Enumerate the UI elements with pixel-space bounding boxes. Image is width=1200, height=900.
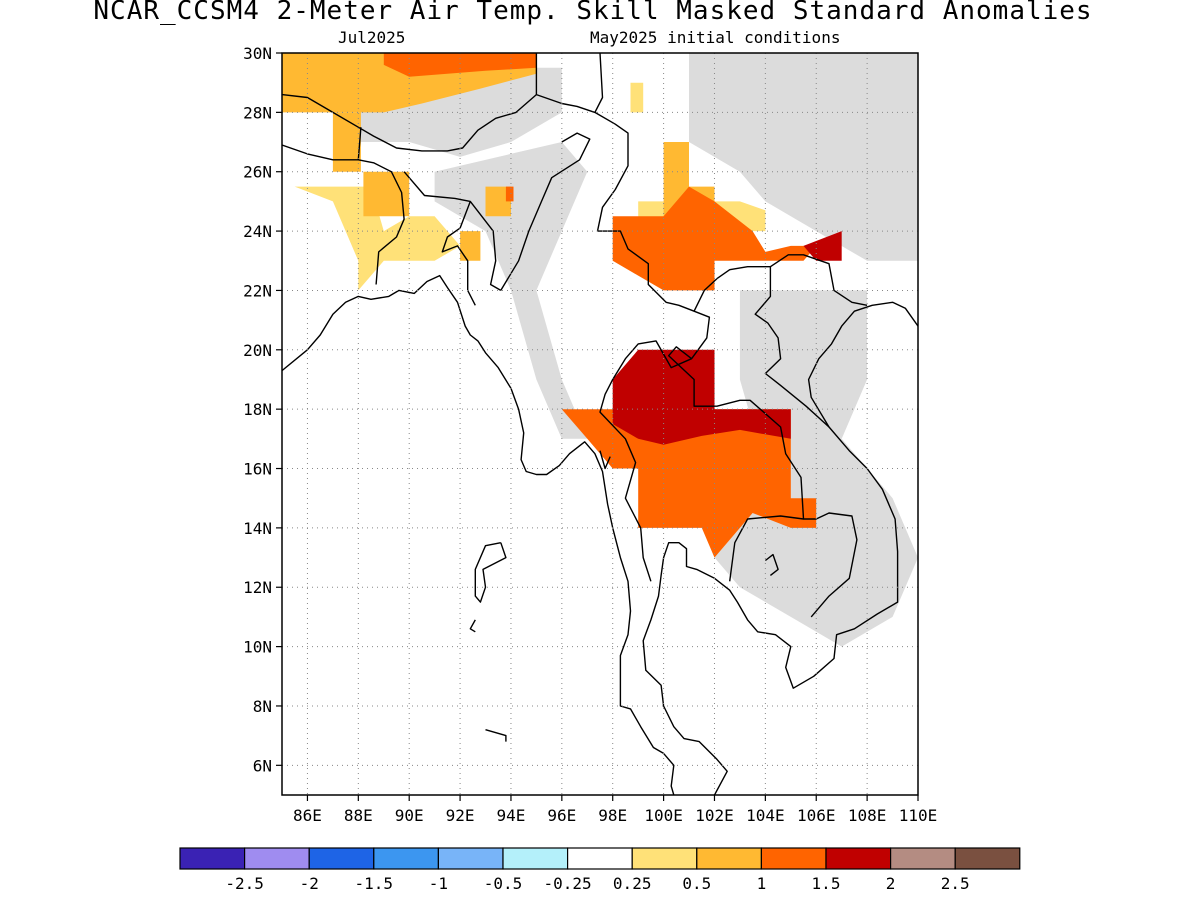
lat-tick-label: 18N <box>243 400 272 419</box>
anomaly-region-bihar-strip <box>363 171 410 217</box>
colorbar-swatch <box>760 847 827 870</box>
colorbar-label: -2.5 <box>225 874 264 893</box>
colorbar-swatch <box>631 847 698 870</box>
lat-tick-label: 10N <box>243 638 272 657</box>
initial-conditions-label: May2025 initial conditions <box>590 28 841 47</box>
lat-tick-label: 8N <box>253 697 272 716</box>
outline-segment <box>764 553 779 576</box>
lat-tick-label: 12N <box>243 578 272 597</box>
colorbar-label: -2 <box>300 874 319 893</box>
outline-segment <box>716 254 868 306</box>
outline-segment <box>282 274 675 795</box>
outline-segment <box>469 200 502 292</box>
anomaly-region-sikkim-bhutan-strip <box>332 112 361 172</box>
anomaly-region-guangxi <box>803 231 842 261</box>
colorbar-swatch <box>696 847 762 870</box>
lat-tick-label: 22N <box>243 281 272 300</box>
outline-segment <box>642 301 918 795</box>
colorbar-swatch <box>954 847 1021 870</box>
lat-tick-label: 30N <box>243 44 272 63</box>
lon-tick-label: 98E <box>598 806 627 825</box>
anomaly-region-northeast-india-west-bengal <box>294 186 461 291</box>
lon-tick-label: 100E <box>644 806 683 825</box>
map-frame <box>281 52 919 796</box>
colorbar-swatch <box>308 847 375 870</box>
colorbar-label: -1 <box>429 874 448 893</box>
anomaly-region-south-china-east <box>689 53 918 261</box>
colorbar-swatch <box>889 847 956 870</box>
colorbar-label: -1.5 <box>355 874 394 893</box>
outline-segment <box>500 132 591 291</box>
colorbar-swatch <box>244 847 310 870</box>
lat-tick-label: 16N <box>243 460 272 479</box>
outline-segment <box>282 144 359 161</box>
lon-tick-label: 90E <box>395 806 424 825</box>
outline-segment <box>357 127 405 285</box>
lat-tick-label: 26N <box>243 163 272 182</box>
lon-tick-label: 92E <box>446 806 475 825</box>
colorbar-label: 0.25 <box>613 874 652 893</box>
anomaly-region-thailand-north <box>612 349 791 445</box>
anomaly-region-assam-patch <box>485 186 511 217</box>
outline-segment <box>594 53 718 312</box>
colorbar-label: 2 <box>886 874 896 893</box>
anomaly-region-tibet-patch <box>630 82 644 113</box>
page-title: NCAR_CCSM4 2-Meter Air Temp. Skill Maske… <box>93 0 1093 26</box>
lon-tick-label: 94E <box>497 806 526 825</box>
colorbar-label: -0.25 <box>544 874 592 893</box>
lon-tick-label: 106E <box>797 806 836 825</box>
colorbar-label: 2.5 <box>941 874 970 893</box>
lon-tick-label: 96E <box>547 806 576 825</box>
outline-segment <box>754 266 830 428</box>
colorbar-swatch <box>566 847 633 870</box>
lon-tick-label: 108E <box>848 806 887 825</box>
outline-segment <box>729 515 804 582</box>
colorbar-label: 1.5 <box>812 874 841 893</box>
colorbar-swatch <box>437 847 504 870</box>
lat-tick-label: 20N <box>243 341 272 360</box>
colorbar-swatch <box>373 847 439 870</box>
lon-tick-label: 88E <box>344 806 373 825</box>
lat-tick-label: 14N <box>243 519 272 538</box>
lon-tick-label: 104E <box>746 806 785 825</box>
anomaly-region-tibet-hatch <box>358 67 562 157</box>
axis-ticks: 30N 28N 26N 24N 22N 20N 18N 16N 14N 12N 10N 8N 6N 86E… <box>243 44 937 825</box>
lon-tick-label: 102E <box>695 806 734 825</box>
outline-segment <box>282 93 359 128</box>
outline-segment <box>599 340 692 582</box>
anomaly-region-tibet-top-strip <box>383 53 537 77</box>
lon-tick-label: 110E <box>899 806 938 825</box>
colorbar-swatch <box>502 847 569 870</box>
valid-month-label: Jul2025 <box>338 28 406 47</box>
anomaly-region-southern-myanmar <box>714 53 766 113</box>
outline-segment <box>403 171 476 306</box>
outline-segment <box>357 94 537 152</box>
map-gridlines <box>282 53 918 795</box>
colorbar-label: -0.5 <box>484 874 523 893</box>
lon-tick-label: 86E <box>293 806 322 825</box>
anomaly-region-assam-small <box>505 186 514 202</box>
lat-tick-label: 6N <box>253 756 272 775</box>
colorbar-label: 1 <box>757 874 767 893</box>
colorbar-legend: -2.5 -2 -1.5 -1 -0.5 -0.25 0.25 0.5 1 1.5 2 2.5 <box>179 847 1021 893</box>
outline-segment <box>474 542 507 603</box>
anomaly-region-myanmar-belt <box>434 142 588 439</box>
lat-tick-label: 28N <box>243 103 272 122</box>
outline-segment <box>599 450 611 470</box>
anomaly-region-tripura-spot <box>460 231 481 261</box>
colorbar-swatch <box>825 847 892 870</box>
outline-segment <box>485 729 507 742</box>
outline-segment <box>469 619 476 633</box>
colorbar-label: 0.5 <box>682 874 711 893</box>
colorbar-swatch <box>179 847 246 870</box>
lat-tick-label: 24N <box>243 222 272 241</box>
land-outline <box>282 53 918 795</box>
